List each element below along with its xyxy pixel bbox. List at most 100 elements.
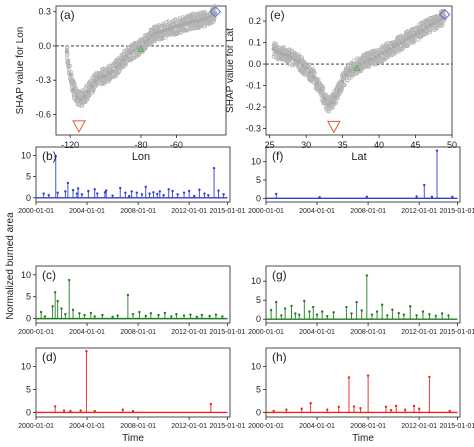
- data-point: [307, 70, 312, 75]
- spike-point: [119, 186, 122, 190]
- cloud-point: [349, 74, 354, 79]
- data-point: [289, 55, 294, 60]
- data-point: [82, 94, 87, 98]
- cloud-point: [375, 48, 380, 53]
- y-tick-label: 0.2: [248, 16, 261, 26]
- spike-point: [87, 189, 90, 193]
- cloud-point: [385, 45, 390, 50]
- y-tick-label: 5: [26, 292, 31, 302]
- data-point: [315, 81, 319, 86]
- data-point: [391, 45, 396, 49]
- spike-point: [170, 315, 173, 318]
- y-tick-label: 5: [256, 175, 261, 185]
- cloud-point: [406, 41, 411, 46]
- spike-point: [415, 195, 418, 198]
- spike-point: [337, 405, 340, 409]
- cloud-point: [396, 49, 401, 54]
- cloud-point: [135, 52, 140, 57]
- panel-label: (g): [272, 268, 287, 282]
- y-tick-label: 5: [26, 384, 31, 394]
- cloud-point: [406, 31, 411, 36]
- x-tick-label: 2012-01-01: [401, 208, 437, 215]
- spike-point: [440, 312, 444, 315]
- point-cloud: [271, 8, 447, 114]
- panel-b: 0 5 10 2000-01-01 2004-01-01 2008-01-01 2012-0…: [18, 146, 245, 215]
- data-point: [171, 25, 175, 30]
- x-tick-label: 2008-01-01: [120, 208, 156, 215]
- cloud-point: [101, 66, 106, 71]
- x-tick-label: 2004-01-01: [299, 329, 335, 336]
- y-tick-label: -0.3: [35, 75, 51, 85]
- cloud-point: [296, 64, 301, 69]
- data-point: [395, 42, 400, 47]
- spike-point: [209, 402, 213, 406]
- spike-point: [397, 311, 400, 315]
- spike-point: [451, 195, 454, 199]
- spike-point: [131, 313, 135, 316]
- spike-point: [89, 311, 93, 315]
- data-point: [337, 88, 341, 92]
- cloud-point: [202, 24, 207, 29]
- spike-point: [111, 315, 114, 319]
- data-point: [380, 51, 385, 56]
- spike-point: [62, 409, 66, 412]
- y-tick-label: 0: [256, 193, 261, 203]
- cloud-point: [94, 82, 99, 87]
- data-point: [93, 79, 97, 84]
- spike-point: [415, 314, 418, 317]
- y-tick-label: 5: [26, 172, 31, 182]
- cloud-point: [410, 28, 415, 32]
- cloud-point: [352, 58, 357, 63]
- spike-point: [79, 409, 82, 412]
- data-point: [402, 38, 407, 43]
- y-tick-label: 0: [26, 314, 31, 324]
- cloud-point: [433, 28, 438, 33]
- y-tick-label: -0.3: [245, 124, 261, 134]
- cloud-point: [122, 61, 127, 66]
- plot-frame: [265, 146, 461, 203]
- spike-point: [200, 313, 204, 317]
- spike-point: [43, 315, 47, 318]
- spike-point: [158, 190, 162, 193]
- data-point: [188, 20, 193, 24]
- spike-point: [434, 314, 437, 317]
- cloud-point: [100, 79, 105, 84]
- cloud-point: [100, 82, 105, 87]
- y-tick-label: 0: [26, 193, 31, 203]
- spike-point: [380, 303, 384, 306]
- cloud-point: [113, 74, 117, 79]
- spike-point: [69, 409, 72, 413]
- spike-point: [309, 402, 312, 405]
- cloud-point: [167, 20, 172, 25]
- spike-point: [355, 300, 358, 304]
- y-tick-label: 0.1: [248, 38, 261, 48]
- spike-point: [78, 312, 81, 315]
- cloud-point: [384, 43, 389, 48]
- spike-point: [162, 194, 165, 197]
- triangle-down-marker: [72, 120, 86, 133]
- data-point: [195, 19, 200, 23]
- cloud-point: [111, 63, 116, 68]
- spike-point: [157, 313, 160, 317]
- cloud-point: [421, 20, 426, 25]
- cloud-point: [373, 59, 378, 64]
- y-tick-label: 0: [256, 407, 261, 417]
- cloud-point: [148, 39, 153, 44]
- y-tick-label: -0.1: [245, 81, 261, 91]
- cloud-point: [289, 48, 294, 53]
- spike-point: [412, 404, 416, 408]
- cloud-point: [411, 37, 416, 42]
- spike-point: [175, 313, 178, 316]
- cloud-point: [407, 30, 412, 35]
- spike-point: [71, 308, 75, 312]
- x-tick-label: 2008-01-01: [350, 329, 386, 336]
- spike-point: [126, 293, 130, 297]
- cloud-point: [211, 7, 216, 12]
- cloud-point: [277, 45, 282, 50]
- data-point: [160, 29, 165, 33]
- x-tick-label: 2000-01-01: [18, 329, 54, 336]
- cloud-point: [360, 67, 365, 71]
- spike-point: [193, 194, 196, 198]
- data-point: [117, 62, 122, 67]
- triangle-up-marker: [137, 45, 145, 52]
